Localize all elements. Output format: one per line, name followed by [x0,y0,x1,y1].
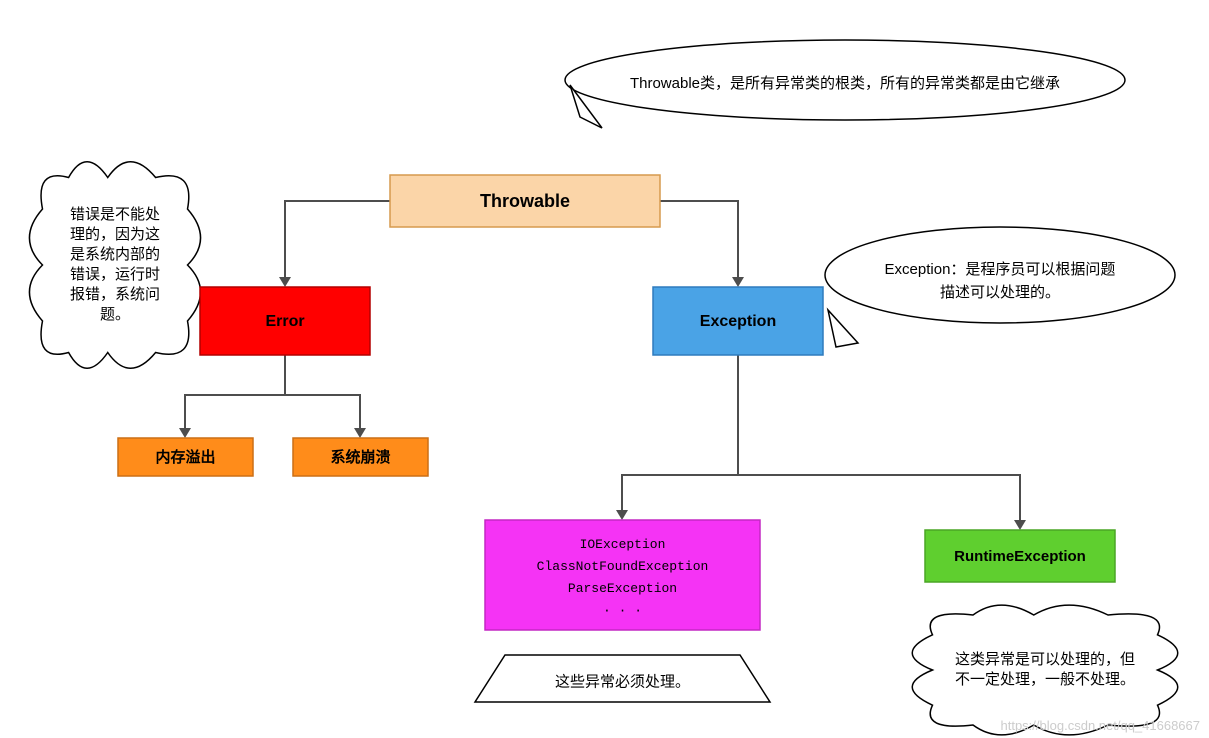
callout-exception-line2: 描述可以处理的。 [940,284,1060,301]
node-throwable-label: Throwable [480,191,570,211]
diagram-canvas: Throwable类，是所有异常类的根类，所有的异常类都是由它继承 Except… [0,0,1209,738]
node-runtime-exception: RuntimeException [925,530,1115,582]
node-system-crash: 系统崩溃 [293,438,428,476]
cloud-runtime: 这类异常是可以处理的，但不一定处理，一般不处理。 [912,605,1178,735]
callout-throwable: Throwable类，是所有异常类的根类，所有的异常类都是由它继承 [565,40,1125,128]
svg-text:ClassNotFoundException: ClassNotFoundException [537,559,709,574]
note-checked-text: 这些异常必须处理。 [555,673,690,690]
svg-text:题。: 题。 [100,306,130,323]
svg-text:是系统内部的: 是系统内部的 [70,246,160,263]
callout-exception: Exception：是程序员可以根据问题 描述可以处理的。 [825,227,1175,347]
watermark: https://blog.csdn.net/qq_41668667 [1001,718,1201,733]
node-throwable: Throwable [390,175,660,227]
node-system-crash-label: 系统崩溃 [330,448,390,466]
callout-throwable-text: Throwable类，是所有异常类的根类，所有的异常类都是由它继承 [630,74,1060,92]
node-runtime-exception-label: RuntimeException [954,548,1086,565]
node-checked-exceptions: IOException ClassNotFoundException ParseEx… [485,520,760,630]
svg-text:ParseException: ParseException [568,581,677,596]
svg-text:报错，系统问: 报错，系统问 [70,286,160,303]
svg-text:不一定处理，一般不处理。: 不一定处理，一般不处理。 [955,671,1135,688]
svg-text:错误，运行时: 错误，运行时 [70,266,160,283]
svg-text:理的，因为这: 理的，因为这 [70,226,160,243]
node-memory-overflow-label: 内存溢出 [155,448,215,466]
node-error: Error [200,287,370,355]
svg-text:· · ·: · · · [603,603,642,618]
svg-text:这类异常是可以处理的，但: 这类异常是可以处理的，但 [955,651,1135,668]
note-checked: 这些异常必须处理。 [475,655,770,702]
node-exception: Exception [653,287,823,355]
svg-text:IOException: IOException [580,537,666,552]
svg-text:错误是不能处: 错误是不能处 [70,206,160,223]
callout-exception-line1: Exception：是程序员可以根据问题 [885,261,1116,278]
node-error-label: Error [265,313,304,330]
cloud-error: 错误是不能处理的，因为这是系统内部的错误，运行时报错，系统问题。 [29,162,200,369]
node-memory-overflow: 内存溢出 [118,438,253,476]
node-exception-label: Exception [700,313,776,330]
